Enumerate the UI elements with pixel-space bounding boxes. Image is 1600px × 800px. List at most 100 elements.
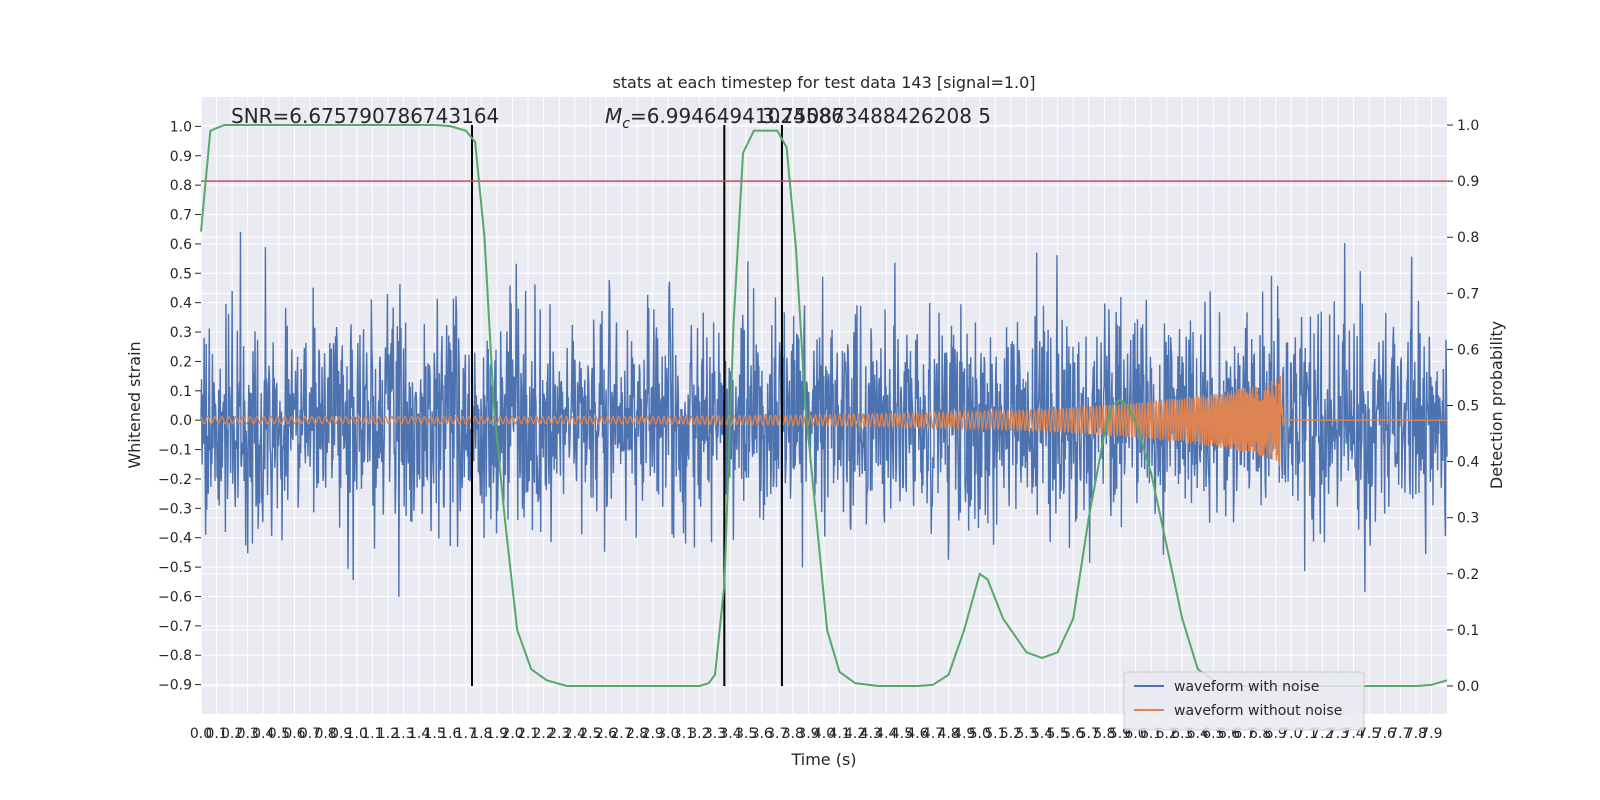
series-waveform-without-noise (200, 375, 1447, 467)
x-axis-label: Time (s) (790, 750, 856, 769)
x-tick-label-27: 2.7 (610, 726, 632, 742)
x-tick-label-39: 3.9 (797, 726, 819, 742)
x-tick-label-33: 3.3 (704, 726, 726, 742)
x-tick-label-23: 2.3 (548, 726, 570, 742)
mc-value: =6.99464941024586 (630, 104, 844, 128)
legend-label-clean: waveform without noise (1174, 703, 1342, 719)
x-tick-label-11: 1.1 (361, 726, 383, 742)
x-tick-label-22: 2.2 (533, 726, 555, 742)
x-tick-label-40: 4.0 (813, 726, 835, 742)
x-tick-label-36: 3.6 (751, 726, 773, 742)
mc-annotation: Mc=6.99464941024586 (605, 104, 844, 132)
y-tick-label-10: 0.0 (170, 413, 192, 429)
x-tick-label-51: 5.1 (984, 726, 1006, 742)
x-tick-label-79: 7.9 (1420, 726, 1442, 742)
y2-tick-label-5: 0.5 (1457, 399, 1479, 415)
x-tick-label-18: 1.8 (470, 726, 492, 742)
x-tick-label-8: 0.8 (314, 726, 336, 742)
x-tick-label-44: 4.4 (875, 726, 897, 742)
x-tick-label-19: 1.9 (486, 726, 508, 742)
y-tick-label-2: 0.8 (170, 178, 192, 194)
x-tick-label-16: 1.6 (439, 726, 461, 742)
x-tick-label-24: 2.4 (564, 726, 586, 742)
x-tick-label-37: 3.7 (766, 726, 788, 742)
y-axis-label: Whitened strain (125, 341, 144, 468)
x-tick-label-6: 0.6 (283, 726, 305, 742)
y-tick-label-4: 0.6 (170, 237, 192, 253)
y-tick-label-3: 0.7 (170, 208, 192, 224)
legend-label-noise: waveform with noise (1174, 679, 1319, 695)
legend: waveform with noise waveform without noi… (1123, 671, 1365, 731)
x-tick-label-17: 1.7 (455, 726, 477, 742)
y-tick-label-1: 0.9 (170, 149, 192, 165)
y-tick-label-11: −0.1 (158, 443, 192, 459)
x-tick-label-21: 2.1 (517, 726, 539, 742)
x-tick-label-41: 4.1 (828, 726, 850, 742)
x-tick-label-12: 1.2 (377, 726, 399, 742)
x-tick-label-77: 7.7 (1389, 726, 1411, 742)
x-tick-label-29: 2.9 (642, 726, 664, 742)
x-tick-label-31: 3.1 (673, 726, 695, 742)
mc-subscript: c (622, 116, 630, 132)
x-tick-label-38: 3.8 (782, 726, 804, 742)
x-tick-label-55: 5.5 (1046, 726, 1068, 742)
x-tick-label-57: 5.7 (1078, 726, 1100, 742)
y-tick-label-12: −0.2 (158, 472, 192, 488)
y-tick-label-19: −0.9 (158, 678, 192, 694)
x-tick-label-58: 5.8 (1093, 726, 1115, 742)
x-tick-label-50: 5.0 (969, 726, 991, 742)
x-tick-label-5: 0.5 (268, 726, 290, 742)
y-tick-label-18: −0.8 (158, 648, 192, 664)
x-tick-label-25: 2.5 (579, 726, 601, 742)
x-tick-label-28: 2.8 (626, 726, 648, 742)
y2-tick-label-2: 0.8 (1457, 230, 1479, 246)
x-tick-label-10: 1.0 (346, 726, 368, 742)
overlap-annotation: 3.750873488426208 5 (762, 104, 991, 128)
x-tick-label-52: 5.2 (1000, 726, 1022, 742)
legend-box (1123, 671, 1365, 731)
y-tick-label-8: 0.2 (170, 354, 192, 370)
x-tick-label-47: 4.7 (922, 726, 944, 742)
x-tick-label-4: 0.4 (252, 726, 274, 742)
clean-waveform-line (200, 375, 1447, 467)
y-tick-label-5: 0.5 (170, 266, 192, 282)
y-tick-label-13: −0.3 (158, 501, 192, 517)
x-axis-ticks: 0.00.10.20.30.40.50.60.70.80.91.01.11.21… (190, 726, 1443, 742)
x-tick-label-75: 7.5 (1358, 726, 1380, 742)
x-tick-label-48: 4.8 (937, 726, 959, 742)
x-tick-label-2: 0.2 (221, 726, 243, 742)
y-tick-label-14: −0.4 (158, 531, 192, 547)
y-tick-label-17: −0.7 (158, 619, 192, 635)
y-tick-label-6: 0.4 (170, 296, 192, 312)
y2-tick-label-7: 0.3 (1457, 511, 1479, 527)
x-tick-label-3: 0.3 (237, 726, 259, 742)
y-tick-label-15: −0.5 (158, 560, 192, 576)
x-tick-label-35: 3.5 (735, 726, 757, 742)
y-axis-ticks: 1.0 0.9 0.8 0.7 0.6 0.5 0.4 0.3 0.2 0.1 0.0 −0.1 −0.… (158, 119, 201, 694)
y-tick-label-9: 0.1 (170, 384, 192, 400)
y2-tick-label-9: 0.1 (1457, 623, 1479, 639)
x-tick-label-26: 2.6 (595, 726, 617, 742)
chart-title: stats at each timestep for test data 143… (612, 73, 1035, 92)
x-tick-label-46: 4.6 (906, 726, 928, 742)
y2-tick-label-3: 0.7 (1457, 286, 1479, 302)
x-tick-label-20: 2.0 (501, 726, 523, 742)
x-tick-label-15: 1.5 (423, 726, 445, 742)
series-detection-probability (200, 124, 1448, 687)
x-tick-label-78: 7.8 (1405, 726, 1427, 742)
x-tick-label-30: 3.0 (657, 726, 679, 742)
detection-probability-line (200, 124, 1448, 687)
x-tick-label-1: 0.1 (205, 726, 227, 742)
x-tick-label-53: 5.3 (1015, 726, 1037, 742)
y-tick-label-0: 1.0 (170, 119, 192, 135)
x-tick-label-7: 0.7 (299, 726, 321, 742)
x-tick-label-0: 0.0 (190, 726, 212, 742)
y2-tick-label-1: 0.9 (1457, 174, 1479, 190)
y2-tick-label-6: 0.4 (1457, 455, 1479, 471)
x-tick-label-42: 4.2 (844, 726, 866, 742)
snr-annotation: SNR=6.675790786743164 (231, 104, 499, 128)
x-tick-label-34: 3.4 (719, 726, 741, 742)
x-tick-label-49: 4.9 (953, 726, 975, 742)
